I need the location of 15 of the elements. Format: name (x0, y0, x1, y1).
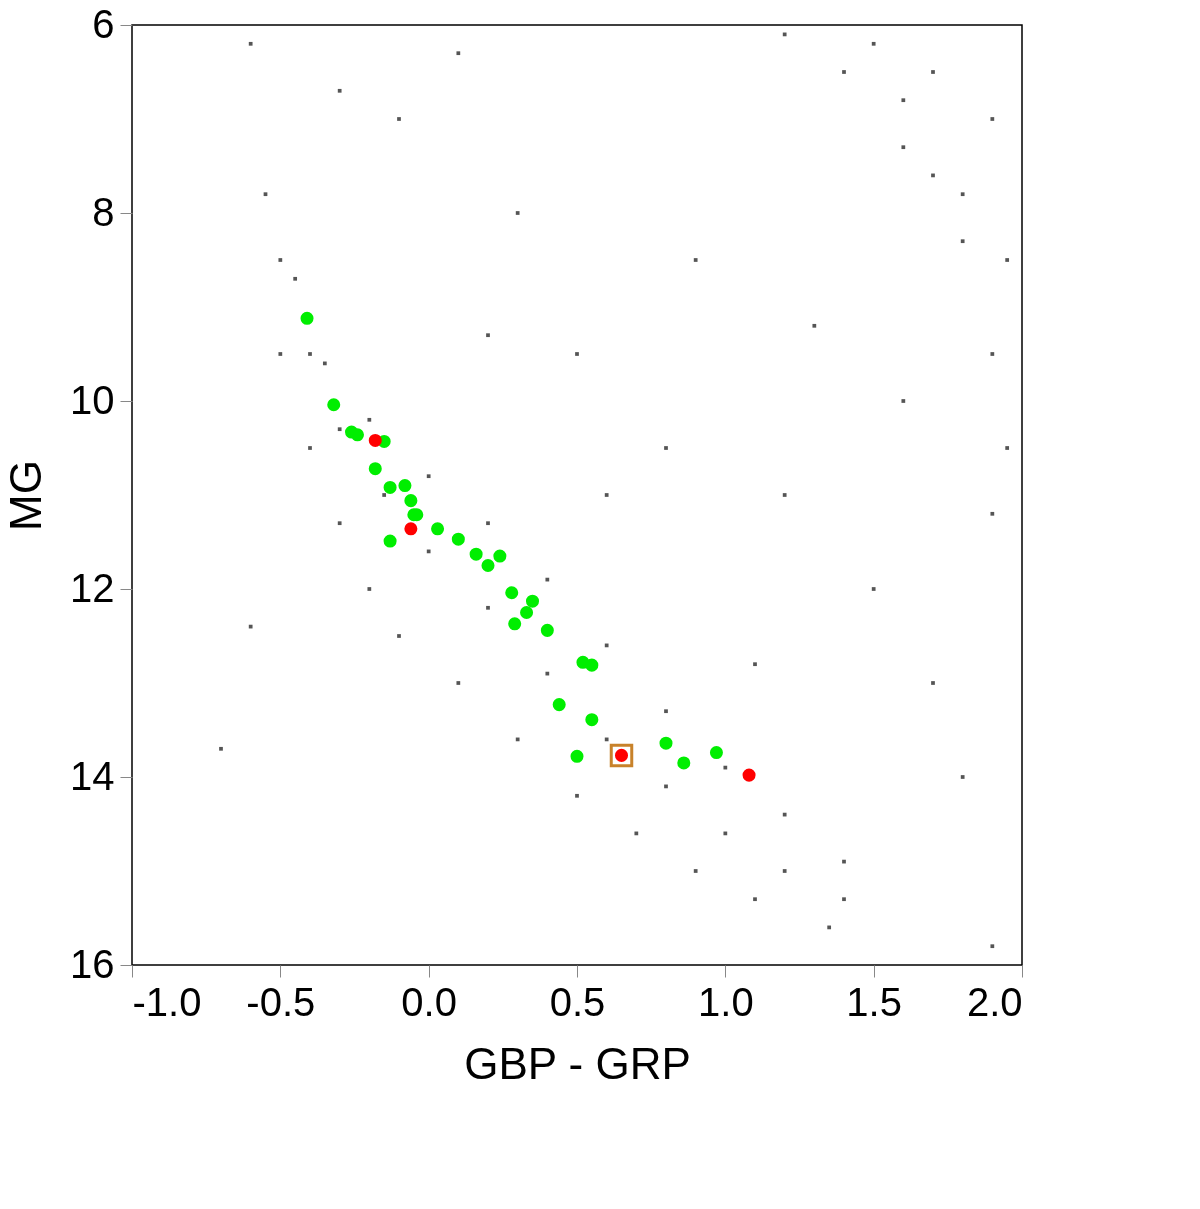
y-tick-label: 6 (92, 1, 115, 46)
y-tick-label: 16 (70, 941, 115, 986)
y-tick-label: 10 (70, 377, 115, 422)
x-tick-label: 1.5 (846, 979, 902, 1024)
x-tick-label: -0.5 (246, 979, 316, 1024)
y-tick-label: 14 (70, 753, 115, 798)
y-tick-label: 8 (92, 189, 115, 234)
x-tick-label: 0.0 (401, 979, 457, 1024)
x-tick-label: 1.0 (698, 979, 754, 1024)
x-tick-label: 0.5 (549, 979, 606, 1024)
x-tick-label: -1.0 (132, 979, 202, 1024)
x-axis-title: GBP - GRP (464, 1038, 691, 1088)
x-tick-label: 2.0 (966, 979, 1023, 1024)
y-axis-title: MG (1, 460, 51, 531)
y-tick-label: 12 (70, 565, 115, 610)
